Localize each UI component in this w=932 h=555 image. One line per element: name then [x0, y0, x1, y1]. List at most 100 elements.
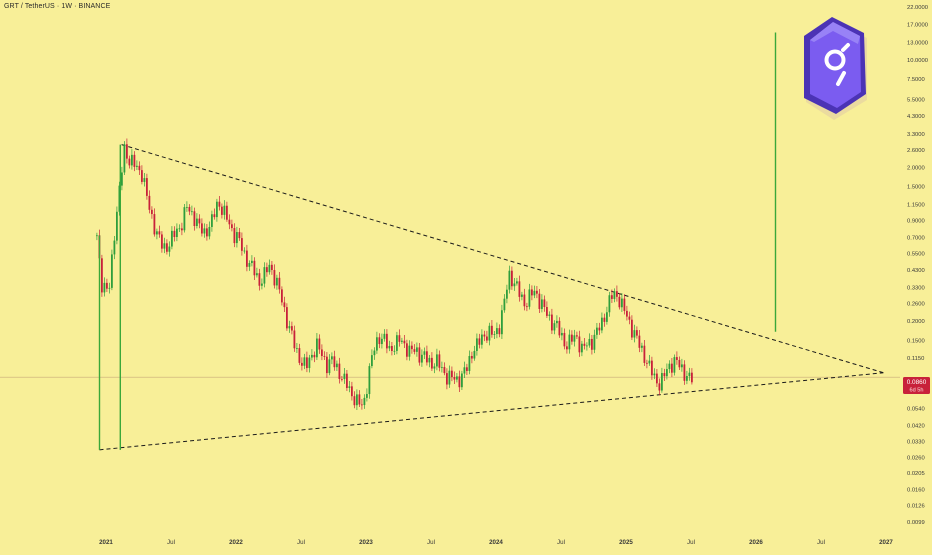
- candle-body[interactable]: [318, 338, 321, 350]
- candle-body[interactable]: [541, 299, 543, 309]
- candle-body[interactable]: [576, 335, 578, 337]
- candle-body[interactable]: [413, 349, 416, 352]
- candle-body[interactable]: [586, 345, 588, 347]
- candle-body[interactable]: [543, 299, 546, 307]
- candle-body[interactable]: [236, 232, 238, 244]
- candle-body[interactable]: [678, 359, 681, 368]
- candle-body[interactable]: [536, 290, 538, 294]
- candle-body[interactable]: [673, 357, 676, 373]
- candle-body[interactable]: [263, 267, 266, 284]
- candle-body[interactable]: [551, 314, 553, 331]
- candle-body[interactable]: [106, 282, 108, 289]
- candle-body[interactable]: [123, 144, 126, 173]
- candle-body[interactable]: [211, 214, 213, 227]
- candle-body[interactable]: [553, 323, 556, 331]
- candle-body[interactable]: [131, 154, 133, 166]
- candle-body[interactable]: [616, 291, 618, 297]
- candle-body[interactable]: [253, 260, 256, 276]
- candle-body[interactable]: [396, 335, 398, 351]
- candle-body[interactable]: [381, 338, 383, 345]
- candle-body[interactable]: [501, 310, 503, 335]
- candle-body[interactable]: [111, 254, 113, 288]
- candle-body[interactable]: [656, 373, 658, 384]
- candle-body[interactable]: [566, 346, 568, 350]
- candle-body[interactable]: [228, 219, 231, 225]
- candle-body[interactable]: [671, 363, 673, 373]
- candle-body[interactable]: [383, 333, 386, 339]
- candle-body[interactable]: [631, 319, 633, 338]
- candle-body[interactable]: [513, 283, 516, 287]
- candle-body[interactable]: [648, 360, 651, 364]
- candle-body[interactable]: [143, 178, 146, 182]
- candle-body[interactable]: [561, 332, 563, 336]
- candle-body[interactable]: [206, 228, 208, 237]
- candle-body[interactable]: [333, 356, 336, 368]
- candle-body[interactable]: [303, 357, 306, 366]
- candle-body[interactable]: [681, 364, 683, 368]
- candle-body[interactable]: [313, 354, 316, 358]
- candle-body[interactable]: [271, 264, 273, 271]
- candle-body[interactable]: [223, 205, 226, 215]
- candle-body[interactable]: [523, 294, 526, 307]
- candle-body[interactable]: [293, 330, 296, 349]
- candle-body[interactable]: [283, 302, 286, 308]
- candle-body[interactable]: [373, 350, 376, 356]
- candle-body[interactable]: [218, 201, 221, 207]
- candle-body[interactable]: [478, 338, 481, 345]
- candle-body[interactable]: [216, 201, 218, 218]
- candle-body[interactable]: [188, 206, 191, 212]
- candle-body[interactable]: [128, 158, 131, 166]
- candle-body[interactable]: [668, 363, 671, 370]
- candle-body[interactable]: [438, 354, 441, 368]
- candle-body[interactable]: [638, 335, 641, 348]
- candle-body[interactable]: [491, 325, 493, 335]
- candle-body[interactable]: [433, 366, 436, 369]
- candle-body[interactable]: [598, 327, 601, 331]
- candle-body[interactable]: [221, 206, 223, 215]
- candle-body[interactable]: [176, 228, 178, 238]
- candle-body[interactable]: [443, 366, 446, 374]
- candle-body[interactable]: [121, 172, 123, 186]
- candle-body[interactable]: [428, 357, 431, 363]
- candle-body[interactable]: [153, 214, 156, 235]
- candle-body[interactable]: [321, 349, 323, 357]
- candle-body[interactable]: [626, 310, 628, 317]
- candle-body[interactable]: [241, 238, 243, 251]
- candle-body[interactable]: [281, 289, 283, 303]
- candle-body[interactable]: [636, 330, 638, 336]
- candle-body[interactable]: [411, 345, 413, 350]
- candle-body[interactable]: [266, 267, 268, 273]
- candle-body[interactable]: [481, 334, 483, 345]
- candle-body[interactable]: [288, 326, 291, 329]
- candle-body[interactable]: [113, 240, 116, 255]
- candle-body[interactable]: [138, 165, 141, 171]
- candle-body[interactable]: [653, 373, 656, 376]
- candle-body[interactable]: [268, 264, 271, 273]
- candle-body[interactable]: [526, 306, 528, 308]
- candle-body[interactable]: [251, 260, 253, 264]
- candle-body[interactable]: [531, 289, 533, 296]
- candle-body[interactable]: [571, 334, 573, 342]
- candle-body[interactable]: [161, 234, 163, 249]
- candle-body[interactable]: [116, 211, 118, 241]
- candle-body[interactable]: [516, 281, 518, 284]
- candle-body[interactable]: [683, 364, 686, 381]
- candle-body[interactable]: [436, 354, 438, 367]
- candle-body[interactable]: [376, 337, 378, 351]
- candle-body[interactable]: [583, 343, 586, 346]
- candle-body[interactable]: [606, 312, 608, 322]
- candle-body[interactable]: [323, 356, 326, 357]
- candle-body[interactable]: [231, 224, 233, 229]
- candle-body[interactable]: [386, 333, 388, 349]
- candle-body[interactable]: [233, 228, 236, 244]
- candle-body[interactable]: [423, 351, 426, 355]
- candle-body[interactable]: [581, 343, 583, 353]
- candle-body[interactable]: [546, 306, 548, 316]
- candle-body[interactable]: [686, 376, 688, 381]
- candle-body[interactable]: [348, 386, 351, 388]
- candle-body[interactable]: [256, 273, 258, 276]
- candle-body[interactable]: [483, 334, 486, 337]
- candle-body[interactable]: [328, 359, 331, 374]
